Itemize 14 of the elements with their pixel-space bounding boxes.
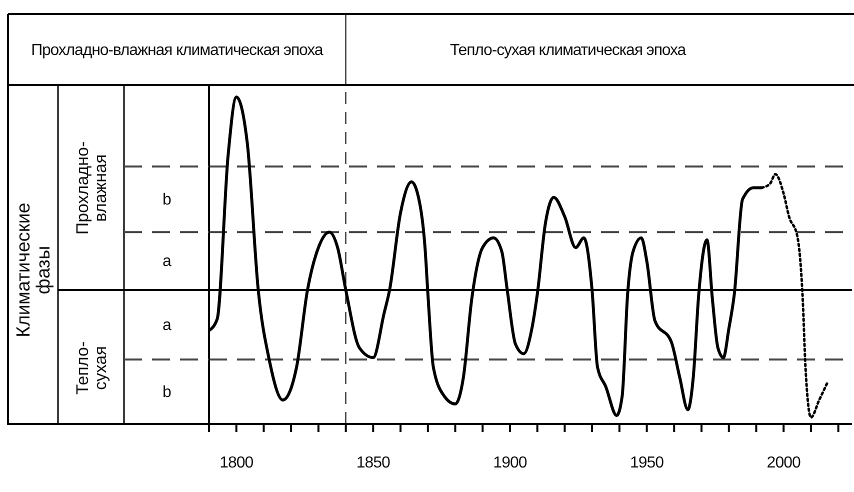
x-tick-label: 1850 [356, 454, 391, 472]
text: Тепло-сухая [73, 341, 110, 395]
text: b [162, 191, 172, 208]
text: Тепло-сухая климатическая эпоха [450, 42, 686, 59]
x-tick-label: 1900 [493, 454, 528, 472]
text: Прохладно-влажная [73, 141, 110, 235]
x-tick-label: 1800 [220, 454, 254, 472]
text: a [162, 253, 172, 270]
text: Прохладно-влажная климатическая эпоха [31, 42, 324, 59]
text: a [162, 316, 172, 334]
text: b [162, 384, 172, 401]
text: Климатические фазы [14, 202, 55, 338]
x-tick-label: 1950 [630, 454, 664, 472]
x-tick-label: 2000 [766, 454, 801, 472]
